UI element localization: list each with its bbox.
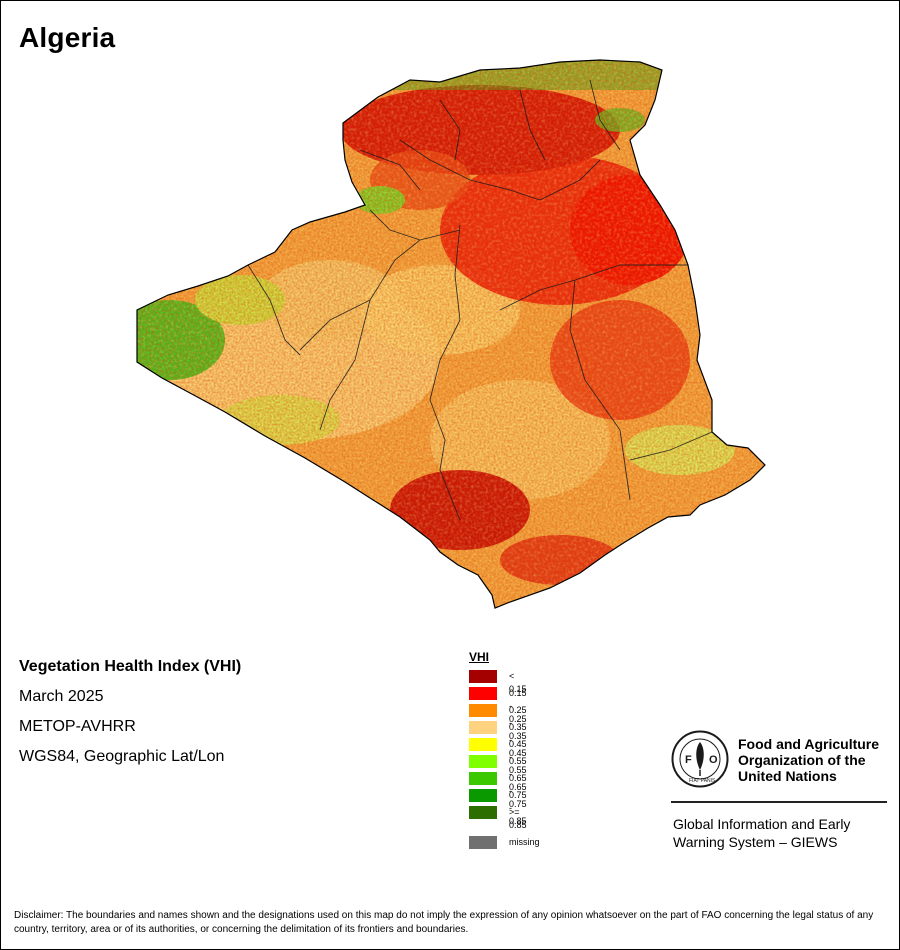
legend-swatch	[469, 806, 497, 819]
missing-label: missing	[509, 837, 540, 847]
legend-row: >= 0.85	[469, 805, 527, 830]
disclaimer: Disclaimer: The boundaries and names sho…	[14, 910, 874, 935]
legend-row: 0.65 - 0.75	[469, 771, 527, 809]
legend-row: 0.75 - 0.85	[469, 788, 527, 826]
legend-label: 0.75 - 0.85	[509, 790, 527, 826]
legend-swatch	[469, 721, 497, 734]
projection-info: WGS84, Geographic Lat/Lon	[19, 748, 225, 765]
missing-swatch	[469, 836, 497, 849]
giews-name: Global Information and Early Warning Sys…	[673, 815, 850, 851]
sensor-name: METOP-AVHRR	[19, 718, 136, 735]
legend-missing-row: missing	[469, 835, 540, 852]
divider	[671, 801, 887, 803]
fao-motto: FIAT PANIS	[689, 778, 716, 784]
legend-row: 0.45 - 0.55	[469, 737, 527, 775]
giews-line: Global Information and Early	[673, 816, 851, 832]
legend-row: 0.15 - 0.25	[469, 686, 527, 724]
legend-swatch	[469, 687, 497, 700]
product-name: Vegetation Health Index (VHI)	[19, 658, 242, 675]
legend-swatch	[469, 755, 497, 768]
map-info: Vegetation Health Index (VHI) March 2025…	[19, 657, 241, 777]
vhi-map	[136, 59, 766, 609]
legend-title: VHI	[469, 650, 490, 664]
legend-label: 0.25 - 0.35	[509, 705, 527, 741]
vhi-legend: VHI < 0.15 0.15 - 0.25 0.25 - 0.35 0.35 …	[469, 650, 540, 852]
legend-label: 0.15 - 0.25	[509, 688, 527, 724]
legend-swatch	[469, 738, 497, 751]
fao-name-line: Organization of the	[738, 752, 866, 768]
legend-label: 0.65 - 0.75	[509, 773, 527, 809]
legend-label: 0.55 - 0.65	[509, 756, 527, 792]
fao-name: Food and Agriculture Organization of the…	[738, 736, 879, 784]
legend-label: 0.35 - 0.45	[509, 722, 527, 758]
fao-letter-f: F	[685, 754, 692, 766]
legend-row: < 0.15	[469, 669, 527, 694]
legend-label: 0.45 - 0.55	[509, 739, 527, 775]
map-title: Algeria	[19, 22, 116, 53]
fao-name-line: Food and Agriculture	[738, 736, 880, 752]
legend-swatch	[469, 772, 497, 785]
map-date: March 2025	[19, 688, 104, 705]
legend-swatch	[469, 670, 497, 683]
legend-row: 0.35 - 0.45	[469, 720, 527, 758]
legend-swatch	[469, 789, 497, 802]
legend-row: 0.25 - 0.35	[469, 703, 527, 741]
fao-name-line: United Nations	[738, 768, 837, 784]
legend-label: < 0.15	[509, 671, 527, 694]
legend-row: 0.55 - 0.65	[469, 754, 527, 792]
giews-line: Warning System – GIEWS	[673, 834, 838, 850]
legend-rows: < 0.15 0.15 - 0.25 0.25 - 0.35 0.35 - 0.…	[469, 669, 527, 830]
legend-swatch	[469, 704, 497, 717]
fao-letter-o: O	[709, 754, 718, 766]
legend-label: >= 0.85	[509, 807, 527, 830]
fao-logo: F O FIAT PANIS	[671, 730, 729, 788]
